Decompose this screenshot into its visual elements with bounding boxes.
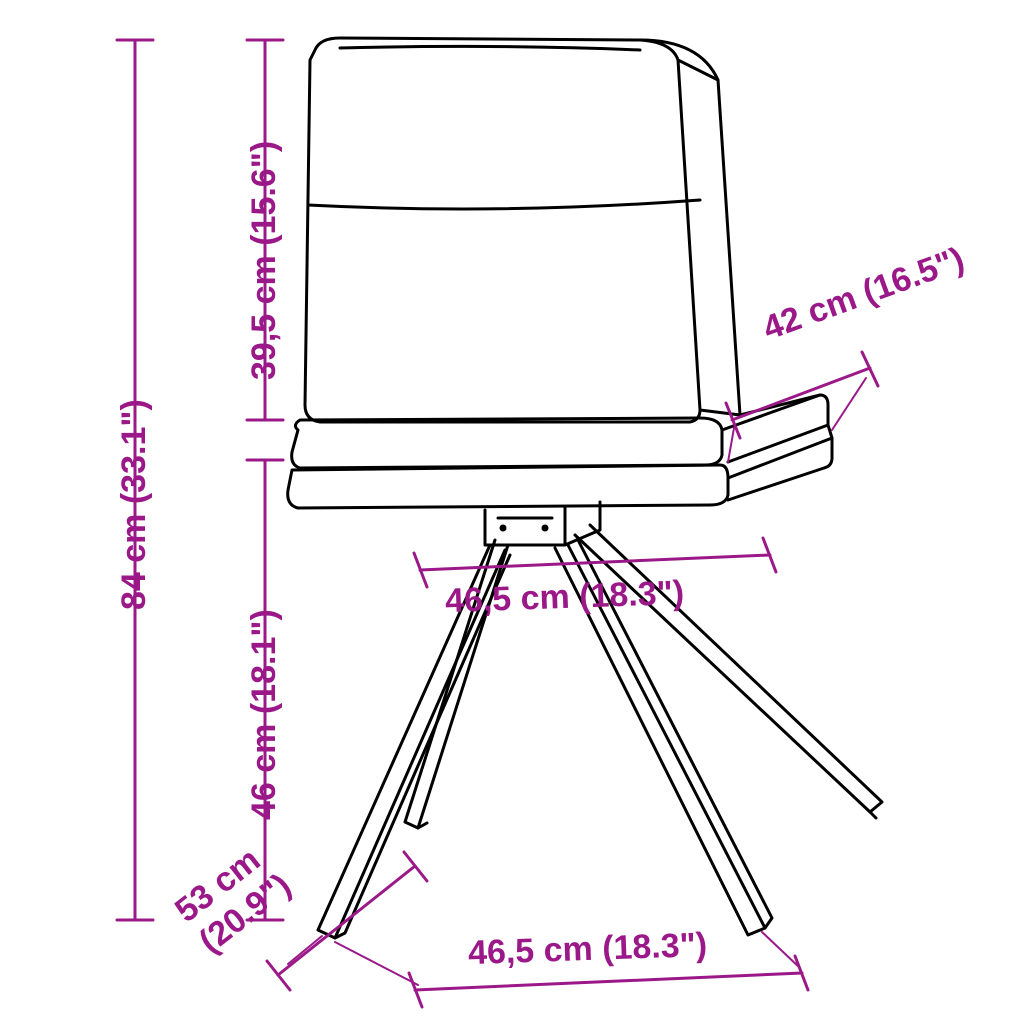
- base-width-in: (18.3"): [602, 926, 708, 968]
- seat-width-cm: 46,5 cm: [444, 578, 570, 620]
- label-seat-width: 46,5 cm (18.3"): [444, 574, 684, 621]
- total-height-in: (33.1"): [115, 399, 153, 504]
- backrest-in: (15.6"): [245, 141, 283, 246]
- seat-height-cm: 46 cm: [245, 724, 283, 820]
- label-base-width: 46,5 cm (18.3"): [467, 926, 707, 973]
- base-width-cm: 46,5 cm: [467, 930, 593, 972]
- label-backrest-height: 39,5 cm (15.6"): [245, 141, 284, 380]
- seat-height-in: (18.1"): [245, 609, 283, 714]
- backrest-cm: 39,5 cm: [245, 255, 283, 380]
- label-total-height: 84 cm (33.1"): [115, 399, 154, 610]
- label-seat-height: 46 cm (18.1"): [245, 609, 284, 820]
- diagram-container: 84 cm (33.1") 39,5 cm (15.6") 46 cm (18.…: [0, 0, 1024, 1024]
- chair-outline: [288, 38, 882, 938]
- total-height-cm: 84 cm: [115, 514, 153, 610]
- seat-width-in: (18.3"): [579, 574, 685, 616]
